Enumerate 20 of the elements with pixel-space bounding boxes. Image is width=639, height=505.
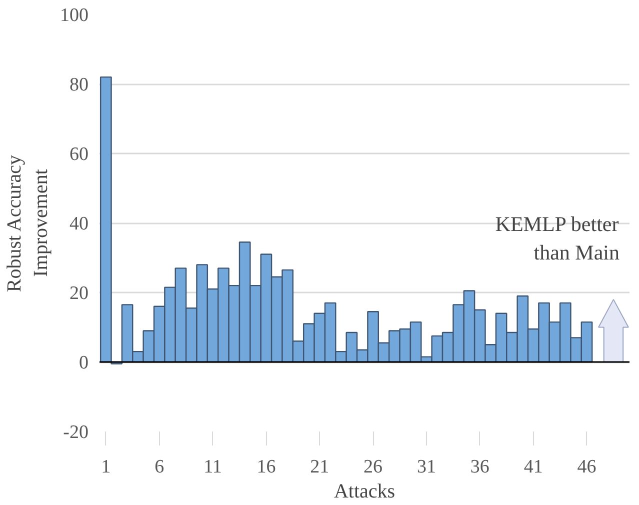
y-tick-label: 60 xyxy=(70,144,88,165)
y-axis-title: Robust Accuracy Improvement xyxy=(4,154,52,292)
x-tick-label: 16 xyxy=(256,456,276,478)
x-tick-label: 46 xyxy=(577,456,596,478)
x-tick-label: 6 xyxy=(154,456,164,478)
y-tick-label: 100 xyxy=(60,5,88,26)
x-tick-label: 26 xyxy=(364,456,383,478)
x-tick-label: 11 xyxy=(204,456,222,478)
annotation: KEMLP better than Main xyxy=(495,212,620,265)
y-tick-label: 0 xyxy=(79,352,88,374)
y-tick-label: 40 xyxy=(70,214,88,234)
y-tick-label: 80 xyxy=(70,74,88,96)
x-tick-label: 1 xyxy=(101,456,111,478)
x-tick-label: 36 xyxy=(470,456,490,478)
x-tick-label: 21 xyxy=(310,456,330,478)
x-tick-label: 31 xyxy=(416,456,436,478)
x-axis-title: Attacks xyxy=(334,480,396,502)
x-tick-label: 41 xyxy=(524,456,543,478)
y-tick-label: 20 xyxy=(70,283,88,304)
y-tick-label: -20 xyxy=(63,422,88,443)
